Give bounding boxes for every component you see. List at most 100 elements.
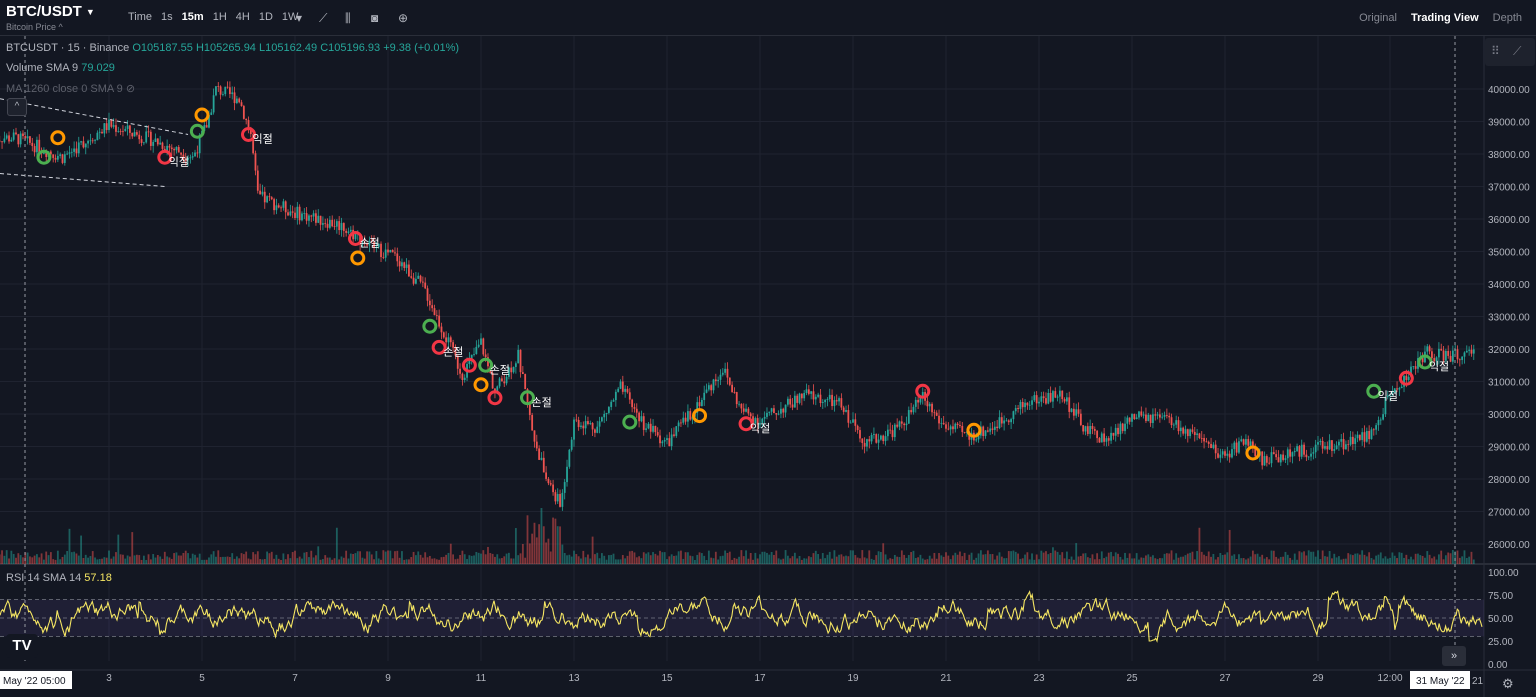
- scroll-to-realtime-button[interactable]: »: [1442, 646, 1466, 666]
- volume-bar: [940, 555, 943, 564]
- volume-bar: [61, 556, 64, 564]
- volume-bar: [838, 554, 840, 564]
- candle-body: [163, 148, 166, 151]
- collapse-legend-button[interactable]: ^: [7, 98, 27, 116]
- candle-body: [373, 241, 375, 248]
- candle-body: [226, 86, 229, 88]
- candle-style-icon[interactable]: ⫼: [345, 11, 351, 25]
- signal-marker-warn: [966, 422, 982, 438]
- volume-legend[interactable]: Volume SMA 9 79.029: [6, 62, 115, 74]
- candle-body: [180, 152, 182, 155]
- volume-bar: [570, 556, 573, 564]
- candle-body: [94, 140, 96, 141]
- symbol-subtitle[interactable]: Bitcoin Price ^: [6, 22, 63, 32]
- chevron-down-icon[interactable]: ▾: [296, 11, 303, 25]
- candle-body: [1031, 400, 1033, 405]
- volume-bar: [886, 559, 889, 564]
- interval-1h[interactable]: 1H: [212, 11, 227, 23]
- price-chart[interactable]: 익절익절손절손절손절손절익절익절익절40000.0039000.0038000.…: [0, 36, 1536, 697]
- interval-4h[interactable]: 4H: [235, 11, 250, 23]
- volume-bar: [66, 551, 69, 564]
- view-tab-depth[interactable]: Depth: [1492, 12, 1522, 24]
- candle-body: [284, 201, 287, 213]
- volume-bar: [1066, 551, 1068, 564]
- candle-body: [315, 213, 317, 223]
- view-tab-trading-view[interactable]: Trading View: [1410, 12, 1479, 24]
- candle-body: [621, 381, 624, 392]
- candle-body: [140, 139, 143, 143]
- candle-body: [954, 423, 957, 430]
- add-circle-icon[interactable]: ⊕: [398, 11, 409, 25]
- candle-body: [601, 417, 603, 422]
- eye-off-icon[interactable]: ⊘: [125, 83, 136, 95]
- candle-body: [1456, 349, 1459, 360]
- candle-body: [1247, 439, 1250, 446]
- candle-body: [1426, 346, 1429, 352]
- volume-bar: [1303, 551, 1305, 564]
- volume-bar: [380, 559, 382, 564]
- volume-bar: [1161, 558, 1164, 564]
- candle-body: [1163, 415, 1166, 417]
- volume-bar: [1272, 550, 1275, 564]
- symbol-selector[interactable]: BTC/USDT ▼: [6, 3, 95, 20]
- camera-icon[interactable]: ◙: [371, 11, 379, 25]
- interval-1s[interactable]: 1s: [161, 11, 173, 23]
- time-tick-label: 5: [199, 673, 205, 684]
- volume-bar: [907, 555, 910, 564]
- volume-bar: [87, 557, 89, 564]
- volume-bar: [566, 555, 568, 564]
- volume-bar: [342, 557, 345, 564]
- volume-bar: [147, 554, 150, 564]
- volume-bar: [247, 558, 250, 564]
- volume-bar: [810, 557, 813, 564]
- ma-legend[interactable]: MA 1260 close 0 SMA 9 ⊘: [6, 82, 135, 95]
- candle-body: [10, 139, 13, 142]
- candle-body: [59, 154, 62, 156]
- candle-body: [1421, 358, 1424, 363]
- volume-bar: [680, 550, 682, 564]
- view-tab-original[interactable]: Original: [1359, 12, 1397, 24]
- signal-marker-buy: [520, 390, 535, 406]
- candle-body: [1077, 409, 1080, 414]
- candle-body: [342, 223, 345, 231]
- candle-body: [542, 457, 545, 473]
- volume-bar: [412, 551, 415, 564]
- candle-body: [375, 247, 378, 248]
- candle-body: [598, 421, 601, 427]
- volume-bar: [1186, 553, 1189, 564]
- volume-bar: [1061, 552, 1064, 564]
- candle-body: [724, 368, 727, 373]
- interval-15m[interactable]: 15m: [181, 11, 204, 23]
- volume-bar: [673, 555, 675, 564]
- candle-body: [770, 408, 773, 412]
- volume-bar: [70, 552, 73, 564]
- candle-body: [415, 278, 417, 284]
- interval-1d[interactable]: 1D: [258, 11, 273, 23]
- candle-body: [998, 417, 1001, 429]
- volume-bar: [333, 558, 336, 564]
- rsi-legend[interactable]: RSI 14 SMA 14 57.18: [6, 572, 112, 584]
- volume-bar: [1405, 554, 1408, 564]
- volume-bar: [5, 550, 8, 564]
- volume-bar: [905, 557, 908, 564]
- indicator-chart-icon[interactable]: ⟋: [319, 11, 328, 25]
- line-tool-icon[interactable]: ⟋: [1513, 44, 1522, 58]
- candle-body: [707, 385, 710, 390]
- candle-body: [1296, 446, 1298, 452]
- volume-bar: [633, 552, 636, 564]
- tradingview-logo-icon[interactable]: TV: [6, 634, 38, 658]
- gear-icon[interactable]: ⚙: [1502, 676, 1514, 691]
- volume-bar: [977, 553, 980, 564]
- interval-time[interactable]: Time: [128, 11, 153, 23]
- candle-body: [800, 393, 803, 399]
- candle-body: [498, 378, 501, 387]
- candle-body: [1059, 390, 1061, 397]
- volume-bar: [215, 556, 217, 564]
- candle-body: [714, 379, 717, 382]
- volume-bar: [1310, 551, 1312, 564]
- volume-bar: [1431, 558, 1433, 564]
- drag-handle-icon[interactable]: ⠿: [1491, 44, 1500, 58]
- candle-body: [614, 391, 617, 401]
- volume-bar: [859, 558, 861, 564]
- interval-1w[interactable]: 1W: [281, 11, 299, 23]
